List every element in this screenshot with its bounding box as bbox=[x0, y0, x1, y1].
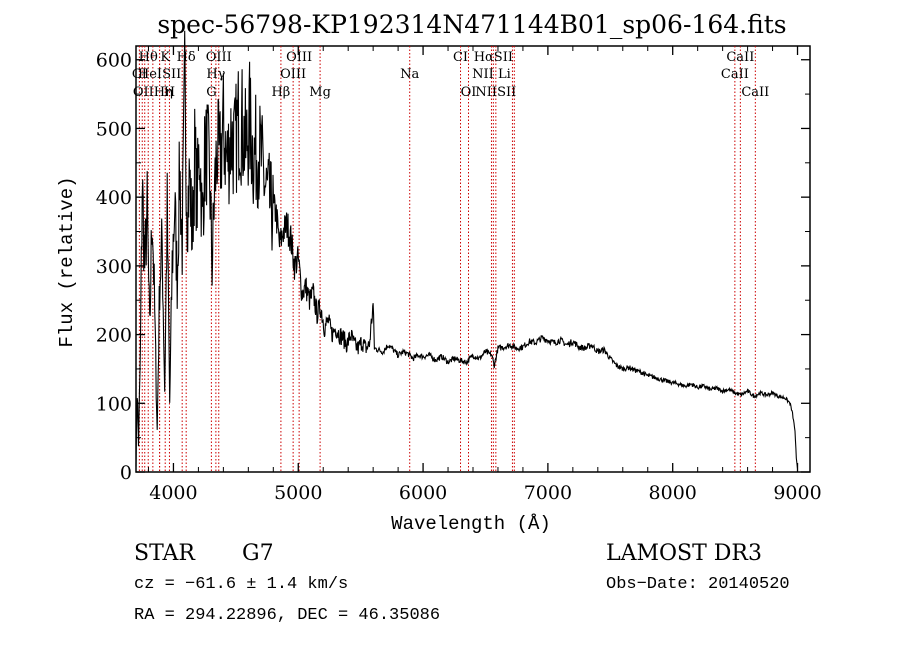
survey-label: LAMOST DR3 bbox=[606, 541, 762, 566]
x-tick-label: 4000 bbox=[149, 482, 197, 504]
spectral-line-label: CaII bbox=[721, 67, 749, 82]
spectral-line-label: CaII bbox=[726, 50, 754, 65]
chart-title: spec-56798-KP192314N471144B01_sp06-164.f… bbox=[157, 10, 786, 39]
obs-date-text: Obs−Date: 20140520 bbox=[606, 575, 790, 594]
spectral-line-label: Hγ bbox=[206, 67, 225, 82]
y-axis-ticks: 0 100 200 300 400 500 600 bbox=[96, 50, 810, 484]
spectral-line-label: OIII bbox=[206, 50, 232, 65]
spectral-line-label: Hδ bbox=[177, 50, 196, 65]
x-tick-label: 7000 bbox=[524, 482, 572, 504]
spectral-line-label: H bbox=[164, 85, 175, 100]
spectral-line-label: NII Li bbox=[472, 67, 511, 82]
spectral-line-label: G bbox=[206, 85, 216, 100]
y-tick-label: 200 bbox=[96, 325, 132, 347]
object-class: STAR bbox=[134, 541, 196, 566]
y-tick-label: 400 bbox=[96, 187, 132, 209]
spectral-line-label: Mg bbox=[309, 85, 331, 100]
x-axis-label: Wavelength (Å) bbox=[391, 513, 551, 535]
spectral-line-label: OIII bbox=[286, 50, 312, 65]
y-tick-label: 600 bbox=[96, 50, 132, 72]
spectral-line-label: Na bbox=[400, 67, 419, 82]
spectral-line-label: Hθ bbox=[139, 50, 158, 65]
spectral-line-label: HαSII bbox=[474, 50, 513, 65]
spectral-line-label: OIII bbox=[280, 67, 306, 82]
spectral-line-label: OIIHη bbox=[133, 85, 173, 100]
x-tick-label: 9000 bbox=[773, 482, 821, 504]
x-tick-label: 5000 bbox=[274, 482, 322, 504]
spectral-line-label: HeISII bbox=[138, 67, 181, 82]
y-tick-label: 100 bbox=[96, 393, 132, 415]
coords-text: RA = 294.22896, DEC = 46.35086 bbox=[134, 606, 440, 625]
spectral-line-label: OI bbox=[461, 85, 477, 100]
spectral-line-label: NIISII bbox=[475, 85, 516, 100]
spectral-lines bbox=[138, 46, 756, 472]
spectral-line-label: CI bbox=[132, 67, 147, 82]
y-tick-label: 0 bbox=[120, 462, 132, 484]
y-tick-label: 500 bbox=[96, 118, 132, 140]
spectrum-line bbox=[135, 30, 799, 469]
spectral-line-label: Hβ bbox=[271, 85, 290, 100]
x-tick-label: 6000 bbox=[399, 482, 447, 504]
x-tick-label: 8000 bbox=[649, 482, 697, 504]
x-axis-ticks: 4000 5000 6000 7000 8000 9000 bbox=[147, 46, 822, 504]
y-axis-label: Flux (relative) bbox=[56, 176, 78, 347]
y-tick-label: 300 bbox=[96, 256, 132, 278]
object-subclass: G7 bbox=[242, 541, 274, 566]
spectral-line-label: CI bbox=[453, 50, 468, 65]
spectral-line-label: K bbox=[160, 50, 170, 65]
redshift-text: cz = −61.6 ± 1.4 km/s bbox=[134, 575, 348, 594]
spectral-line-label: CaII bbox=[741, 85, 769, 100]
